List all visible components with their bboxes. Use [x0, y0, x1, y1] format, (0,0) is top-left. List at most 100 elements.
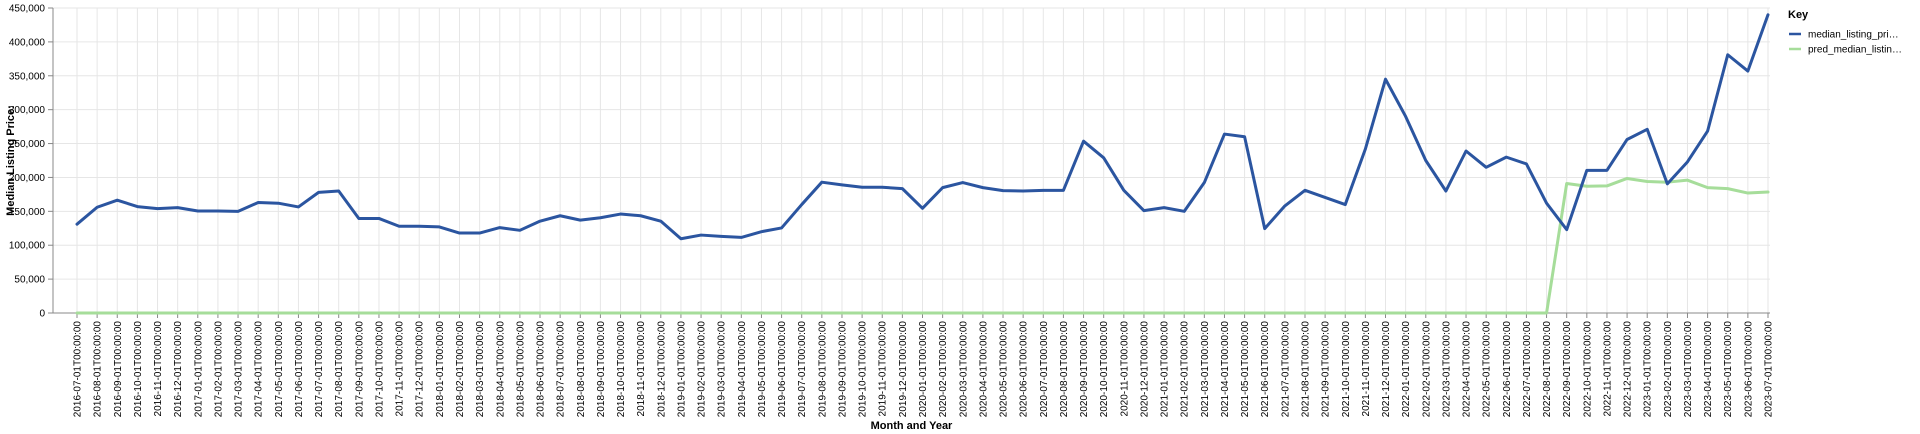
x-tick-label: 2018-06-01T00:00:00 [536, 321, 547, 418]
x-tick-label: 2018-01-01T00:00:00 [435, 321, 446, 418]
x-tick-label: 2021-09-01T00:00:00 [1321, 321, 1332, 418]
x-tick-label: 2022-09-01T00:00:00 [1562, 321, 1573, 418]
x-tick-label: 2018-09-01T00:00:00 [596, 321, 607, 418]
x-tick-label: 2023-05-01T00:00:00 [1723, 321, 1734, 418]
x-tick-label: 2020-10-01T00:00:00 [1099, 321, 1110, 418]
x-tick-label: 2022-11-01T00:00:00 [1602, 321, 1613, 417]
x-tick-label: 2021-07-01T00:00:00 [1280, 321, 1291, 418]
x-tick-label: 2017-08-01T00:00:00 [334, 321, 345, 418]
x-tick-label: 2016-11-01T00:00:00 [153, 321, 164, 417]
legend-title: Key [1788, 9, 1809, 21]
legend-label: pred_median_listin… [1808, 45, 1902, 56]
x-tick-label: 2021-03-01T00:00:00 [1200, 321, 1211, 418]
x-tick-label: 2023-04-01T00:00:00 [1703, 321, 1714, 418]
x-tick-label: 2023-01-01T00:00:00 [1643, 321, 1654, 418]
x-tick-label: 2023-03-01T00:00:00 [1683, 321, 1694, 418]
x-tick-label: 2017-11-01T00:00:00 [395, 321, 406, 417]
x-tick-label: 2020-03-01T00:00:00 [958, 321, 969, 418]
x-tick-label: 2019-04-01T00:00:00 [737, 321, 748, 418]
x-tick-label: 2018-02-01T00:00:00 [455, 321, 466, 418]
x-tick-label: 2018-05-01T00:00:00 [515, 321, 526, 418]
x-tick-label: 2021-01-01T00:00:00 [1160, 321, 1171, 418]
x-tick-label: 2019-06-01T00:00:00 [777, 321, 788, 418]
x-tick-label: 2018-08-01T00:00:00 [576, 321, 587, 418]
x-tick-label: 2019-09-01T00:00:00 [837, 321, 848, 418]
y-tick-label: 50,000 [14, 275, 45, 286]
x-tick-label: 2019-03-01T00:00:00 [717, 321, 728, 418]
x-tick-label: 2022-01-01T00:00:00 [1401, 321, 1412, 418]
x-tick-label: 2016-07-01T00:00:00 [73, 321, 84, 418]
x-tick-label: 2018-11-01T00:00:00 [636, 321, 647, 417]
x-tick-label: 2017-06-01T00:00:00 [294, 321, 305, 418]
x-tick-label: 2022-07-01T00:00:00 [1522, 321, 1533, 418]
x-tick-label: 2019-08-01T00:00:00 [817, 321, 828, 418]
x-axis-title: Month and Year [871, 420, 953, 432]
series-pred-median-listing-price-line [75, 176, 1770, 315]
x-tick-label: 2017-12-01T00:00:00 [415, 321, 426, 418]
x-tick-label: 2021-05-01T00:00:00 [1240, 321, 1251, 418]
x-tick-label: 2017-10-01T00:00:00 [374, 321, 385, 418]
x-tick-label: 2022-02-01T00:00:00 [1421, 321, 1432, 418]
x-tick-label: 2020-12-01T00:00:00 [1139, 321, 1150, 418]
x-tick-label: 2023-07-01T00:00:00 [1764, 321, 1775, 418]
x-tick-label: 2019-05-01T00:00:00 [757, 321, 768, 418]
x-tick-label: 2018-12-01T00:00:00 [656, 321, 667, 418]
legend-items: median_listing_pri… pred_median_listin… [1789, 30, 1902, 56]
x-tick-label: 2018-07-01T00:00:00 [556, 321, 567, 418]
y-tick-label: 250,000 [9, 139, 46, 150]
gridlines [53, 7, 1770, 314]
x-tick-label: 2020-02-01T00:00:00 [938, 321, 949, 418]
x-tick-label: 2016-12-01T00:00:00 [173, 321, 184, 418]
x-tick-label: 2021-10-01T00:00:00 [1341, 321, 1352, 418]
x-tick-label: 2022-04-01T00:00:00 [1462, 321, 1473, 418]
x-tick-label: 2016-09-01T00:00:00 [113, 321, 124, 418]
x-tick-label: 2020-11-01T00:00:00 [1119, 321, 1130, 417]
x-tick-label: 2020-05-01T00:00:00 [999, 321, 1010, 418]
x-tick-label: 2018-04-01T00:00:00 [495, 321, 506, 418]
x-tick-label: 2017-02-01T00:00:00 [213, 321, 224, 418]
x-tick-label: 2017-03-01T00:00:00 [234, 321, 245, 418]
x-tick-label: 2022-12-01T00:00:00 [1623, 321, 1634, 418]
x-tick-label: 2019-02-01T00:00:00 [697, 321, 708, 418]
x-tick-label: 2023-06-01T00:00:00 [1743, 321, 1754, 418]
x-tick-label: 2022-03-01T00:00:00 [1441, 321, 1452, 418]
x-tick-label: 2021-06-01T00:00:00 [1260, 321, 1271, 418]
y-tick-label: 300,000 [9, 105, 46, 116]
x-tick-label: 2021-04-01T00:00:00 [1220, 321, 1231, 418]
x-tick-label: 2021-08-01T00:00:00 [1300, 321, 1311, 418]
x-tick-label: 2016-10-01T00:00:00 [133, 321, 144, 418]
y-tick-label: 200,000 [9, 173, 46, 184]
x-tick-label: 2019-10-01T00:00:00 [858, 321, 869, 418]
y-tick-label: 100,000 [9, 241, 46, 252]
x-tick-label: 2017-07-01T00:00:00 [314, 321, 325, 418]
x-tick-label: 2017-01-01T00:00:00 [193, 321, 204, 418]
y-tick-label: 450,000 [9, 4, 46, 15]
x-tick-label: 2019-01-01T00:00:00 [676, 321, 687, 418]
x-tick-label: 2016-08-01T00:00:00 [93, 321, 104, 418]
x-tick-label: 2021-11-01T00:00:00 [1361, 321, 1372, 417]
y-axis-title: Median Listing Price: [5, 105, 17, 216]
x-tick-label: 2018-03-01T00:00:00 [475, 321, 486, 418]
x-tick-label: 2021-12-01T00:00:00 [1381, 321, 1392, 418]
y-tick-label: 0 [39, 309, 45, 320]
x-tick-label: 2018-10-01T00:00:00 [616, 321, 627, 418]
x-tick-label: 2020-09-01T00:00:00 [1079, 321, 1090, 418]
x-tick-label: 2020-04-01T00:00:00 [978, 321, 989, 418]
legend: Key median_listing_pri… pred_median_listi… [1788, 9, 1902, 56]
series-layer [75, 13, 1770, 315]
x-tick-label: 2022-06-01T00:00:00 [1502, 321, 1513, 418]
x-tick-label: 2019-12-01T00:00:00 [898, 321, 909, 418]
x-tick-label: 2020-06-01T00:00:00 [1019, 321, 1030, 418]
x-tick-label: 2017-05-01T00:00:00 [274, 321, 285, 418]
x-tick-label: 2020-01-01T00:00:00 [918, 321, 929, 418]
y-axis-ticks: 0 50,000 100,000 150,000 200,000 250,000 300,0… [9, 4, 53, 320]
legend-label: median_listing_pri… [1808, 30, 1899, 41]
x-axis-ticks: 2016-07-01T00:00:00 2016-08-01T00:00:00 20… [73, 313, 1775, 417]
x-tick-label: 2019-11-01T00:00:00 [878, 321, 889, 417]
x-tick-label: 2020-07-01T00:00:00 [1039, 321, 1050, 418]
x-tick-label: 2022-05-01T00:00:00 [1482, 321, 1493, 418]
x-tick-label: 2022-08-01T00:00:00 [1542, 321, 1553, 418]
y-tick-label: 400,000 [9, 37, 46, 48]
x-tick-label: 2020-08-01T00:00:00 [1059, 321, 1070, 418]
